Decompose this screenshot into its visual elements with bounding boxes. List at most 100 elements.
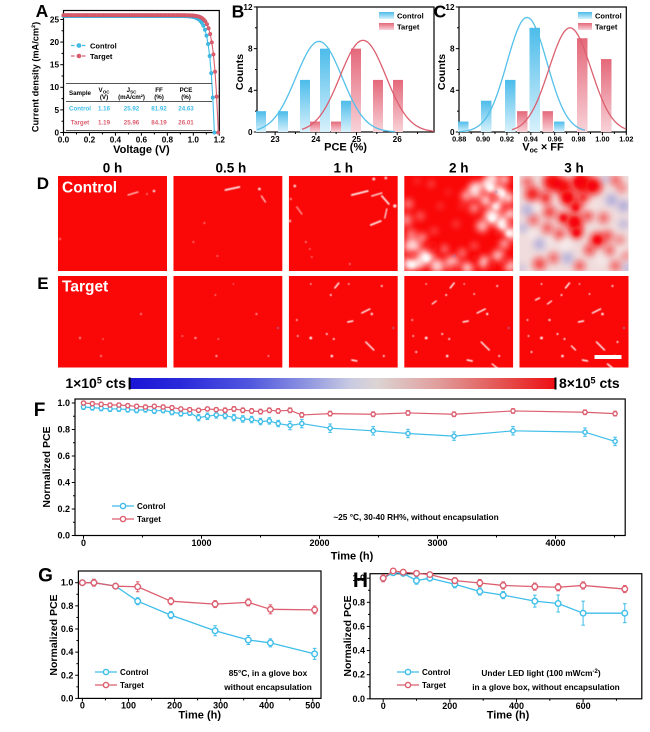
svg-text:E: E bbox=[37, 274, 48, 293]
svg-text:15: 15 bbox=[50, 61, 60, 70]
svg-text:8×105 cts: 8×105 cts bbox=[559, 375, 620, 391]
svg-text:in a glove box, without encaps: in a glove box, without encapsulation bbox=[472, 682, 620, 692]
svg-text:3 h: 3 h bbox=[564, 161, 584, 176]
svg-text:1.2: 1.2 bbox=[214, 135, 226, 144]
svg-text:0: 0 bbox=[450, 128, 455, 137]
svg-text:Control: Control bbox=[422, 668, 450, 677]
svg-text:0.2: 0.2 bbox=[84, 135, 96, 144]
svg-text:2 h: 2 h bbox=[449, 161, 469, 176]
svg-text:1×105 cts: 1×105 cts bbox=[65, 375, 126, 391]
svg-text:1.0: 1.0 bbox=[188, 135, 200, 144]
svg-text:3000: 3000 bbox=[427, 538, 447, 548]
svg-text:20: 20 bbox=[50, 38, 60, 47]
svg-text:200: 200 bbox=[442, 701, 457, 711]
svg-text:0.88: 0.88 bbox=[452, 135, 466, 144]
svg-text:26: 26 bbox=[393, 135, 403, 144]
svg-text:300: 300 bbox=[213, 701, 228, 711]
svg-text:0.6: 0.6 bbox=[57, 451, 70, 461]
svg-text:4000: 4000 bbox=[545, 538, 565, 548]
svg-text:0.6: 0.6 bbox=[136, 135, 148, 144]
svg-text:0: 0 bbox=[54, 128, 59, 137]
svg-text:400: 400 bbox=[509, 701, 524, 711]
svg-text:0.0: 0.0 bbox=[352, 694, 365, 704]
svg-text:Target: Target bbox=[595, 23, 618, 32]
svg-text:0: 0 bbox=[81, 538, 86, 548]
svg-text:FF: FF bbox=[155, 87, 163, 94]
svg-text:25.92: 25.92 bbox=[124, 106, 140, 113]
svg-text:Control: Control bbox=[397, 12, 424, 21]
svg-text:Control: Control bbox=[62, 180, 117, 197]
svg-text:85°C, in a glove box: 85°C, in a glove box bbox=[229, 668, 308, 678]
svg-text:81.92: 81.92 bbox=[151, 106, 167, 113]
svg-text:200: 200 bbox=[167, 701, 182, 711]
svg-text:0.6: 0.6 bbox=[61, 624, 74, 634]
svg-text:26.01: 26.01 bbox=[178, 120, 194, 127]
svg-text:84.19: 84.19 bbox=[151, 120, 167, 127]
svg-text:1.00: 1.00 bbox=[595, 135, 609, 144]
svg-text:(V): (V) bbox=[100, 94, 108, 101]
svg-text:Target: Target bbox=[62, 279, 108, 296]
svg-text:Control: Control bbox=[90, 41, 117, 50]
svg-text:24.63: 24.63 bbox=[178, 106, 194, 113]
svg-text:0.4: 0.4 bbox=[352, 646, 365, 656]
svg-text:4: 4 bbox=[450, 86, 455, 95]
svg-text:0.2: 0.2 bbox=[57, 504, 70, 514]
svg-text:Control: Control bbox=[69, 106, 91, 113]
svg-text:Counts: Counts bbox=[234, 54, 246, 90]
svg-text:0.8: 0.8 bbox=[61, 601, 74, 611]
svg-text:23: 23 bbox=[271, 135, 281, 144]
svg-text:4: 4 bbox=[248, 86, 253, 95]
svg-text:Sample: Sample bbox=[69, 90, 92, 97]
svg-text:0.90: 0.90 bbox=[476, 135, 490, 144]
svg-text:Normalized PCE: Normalized PCE bbox=[342, 595, 354, 676]
svg-text:2000: 2000 bbox=[309, 538, 329, 548]
svg-text:0.94: 0.94 bbox=[524, 135, 539, 144]
svg-text:1.02: 1.02 bbox=[619, 135, 633, 144]
svg-text:Target: Target bbox=[71, 120, 89, 127]
svg-text:1.19: 1.19 bbox=[98, 120, 111, 127]
svg-text:A: A bbox=[36, 1, 49, 21]
svg-text:PCE: PCE bbox=[180, 87, 193, 94]
svg-text:0.96: 0.96 bbox=[548, 135, 562, 144]
svg-text:Time (h): Time (h) bbox=[178, 710, 221, 722]
svg-text:0.8: 0.8 bbox=[162, 135, 174, 144]
svg-text:F: F bbox=[34, 400, 46, 421]
svg-text:100: 100 bbox=[121, 701, 136, 711]
svg-text:H: H bbox=[353, 569, 368, 592]
svg-text:PCE (%): PCE (%) bbox=[324, 142, 367, 154]
svg-text:Target: Target bbox=[397, 23, 420, 32]
svg-text:0.2: 0.2 bbox=[352, 670, 365, 680]
svg-text:B: B bbox=[232, 2, 245, 22]
svg-text:Target: Target bbox=[120, 681, 144, 690]
svg-text:without encapsulation: without encapsulation bbox=[223, 682, 312, 692]
svg-text:25.96: 25.96 bbox=[124, 120, 140, 127]
svg-text:0.0: 0.0 bbox=[61, 693, 74, 703]
svg-text:0.4: 0.4 bbox=[61, 647, 74, 657]
svg-text:Counts: Counts bbox=[436, 54, 448, 90]
svg-text:5: 5 bbox=[54, 106, 59, 115]
svg-text:25: 25 bbox=[50, 15, 60, 24]
svg-text:Target: Target bbox=[90, 52, 113, 61]
svg-text:(%): (%) bbox=[181, 94, 191, 101]
svg-text:Control: Control bbox=[137, 502, 165, 511]
svg-text:0.98: 0.98 bbox=[571, 135, 585, 144]
svg-text:Current density (mA/cm²): Current density (mA/cm²) bbox=[31, 22, 41, 132]
svg-text:500: 500 bbox=[305, 701, 320, 711]
svg-text:0: 0 bbox=[248, 128, 253, 137]
svg-text:10: 10 bbox=[50, 83, 60, 92]
svg-text:C: C bbox=[434, 2, 447, 22]
svg-text:Target: Target bbox=[422, 681, 446, 690]
svg-text:Normalized PCE: Normalized PCE bbox=[41, 426, 53, 507]
svg-text:(mA/cm²): (mA/cm²) bbox=[118, 94, 145, 101]
svg-text:0.4: 0.4 bbox=[57, 478, 70, 488]
svg-text:(%): (%) bbox=[154, 94, 164, 101]
svg-text:600: 600 bbox=[576, 701, 591, 711]
svg-text:0.4: 0.4 bbox=[110, 135, 122, 144]
svg-text:0.6: 0.6 bbox=[352, 621, 365, 631]
svg-text:1.0: 1.0 bbox=[61, 578, 74, 588]
svg-text:1.0: 1.0 bbox=[57, 398, 70, 408]
svg-text:Target: Target bbox=[137, 515, 161, 524]
svg-text:12: 12 bbox=[243, 3, 253, 12]
svg-text:Voc × FF: Voc × FF bbox=[522, 142, 564, 155]
svg-text:~25 °C, 30-40 RH%, without enc: ~25 °C, 30-40 RH%, without encapsulation bbox=[333, 512, 498, 522]
